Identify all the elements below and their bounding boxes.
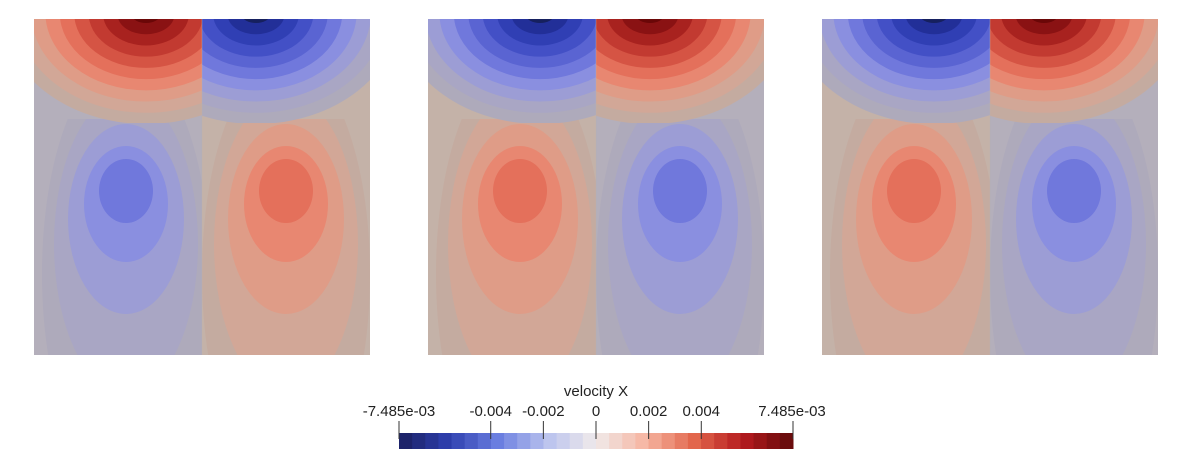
bottom-left-cell-contour-4 xyxy=(493,159,547,223)
colorbar-tick-label: -0.004 xyxy=(469,403,512,420)
colorbar-bin xyxy=(609,433,623,449)
colorbar-bin xyxy=(635,433,650,449)
bottom-right-cell-contour-4 xyxy=(653,159,707,223)
colorbar-tick-label: 0.004 xyxy=(682,403,721,420)
colorbar-bin xyxy=(530,433,544,449)
colorbar-tick-label: 0.002 xyxy=(629,403,668,420)
colorbar-title: velocity X xyxy=(563,383,629,400)
field-panel-1 xyxy=(34,19,370,355)
colorbar-tick-label: 0 xyxy=(591,403,601,420)
colorbar-bin xyxy=(477,433,492,449)
top-left-lobe-contour-9 xyxy=(133,19,159,23)
bottom-right-cell-contour-4 xyxy=(1047,159,1101,223)
colorbar-bin xyxy=(661,433,676,449)
colorbar-bin xyxy=(451,433,466,449)
bottom-left-cell-contour-4 xyxy=(887,159,941,223)
top-right-lobe-contour-8 xyxy=(228,19,284,35)
colorbar-bin xyxy=(490,433,505,449)
bottom-right-cell-contour-4 xyxy=(259,159,313,223)
colorbar-bin xyxy=(648,433,663,449)
top-right-lobe-contour-9 xyxy=(637,19,663,23)
colorbar-bin xyxy=(596,433,610,449)
colorbar-bin xyxy=(714,433,728,449)
top-right-lobe-contour-9 xyxy=(243,19,269,23)
colorbar-bin xyxy=(622,433,636,449)
colorbar-bin xyxy=(504,433,518,449)
colorbar-bin xyxy=(674,433,689,449)
bottom-left-cell-contour-4 xyxy=(99,159,153,223)
colorbar-bin xyxy=(766,433,781,449)
colorbar-bin xyxy=(727,433,741,449)
colorbar-min-label: -7.485e-03 xyxy=(362,403,436,420)
colorbar-bin xyxy=(701,433,715,449)
top-left-lobe-contour-8 xyxy=(512,19,568,35)
colorbar-bin xyxy=(556,433,571,449)
top-left-lobe-contour-9 xyxy=(527,19,553,23)
top-right-lobe-contour-9 xyxy=(1031,19,1057,23)
top-left-lobe-contour-9 xyxy=(921,19,947,23)
colorbar-bin xyxy=(412,433,426,449)
top-right-lobe-contour-8 xyxy=(1016,19,1072,35)
top-left-lobe-contour-8 xyxy=(906,19,962,35)
colorbar-bin xyxy=(582,433,597,449)
colorbar-bin xyxy=(543,433,558,449)
field-panel-3 xyxy=(822,19,1158,355)
colorbar-bin xyxy=(438,433,453,449)
colorbar-tick-label: -0.002 xyxy=(522,403,565,420)
top-right-lobe-contour-8 xyxy=(622,19,678,35)
colorbar-bin xyxy=(779,433,794,449)
colorbar-bin xyxy=(399,433,413,449)
colorbar xyxy=(398,421,794,449)
colorbar-bin xyxy=(753,433,768,449)
colorbar-bin xyxy=(687,433,702,449)
colorbar-bin xyxy=(569,433,584,449)
colorbar-bin xyxy=(517,433,531,449)
colorbar-bin xyxy=(425,433,439,449)
colorbar-bin xyxy=(464,433,479,449)
colorbar-max-label: 7.485e-03 xyxy=(758,403,826,420)
field-panel-2 xyxy=(428,19,764,355)
colorbar-bin xyxy=(740,433,755,449)
top-left-lobe-contour-8 xyxy=(118,19,174,35)
